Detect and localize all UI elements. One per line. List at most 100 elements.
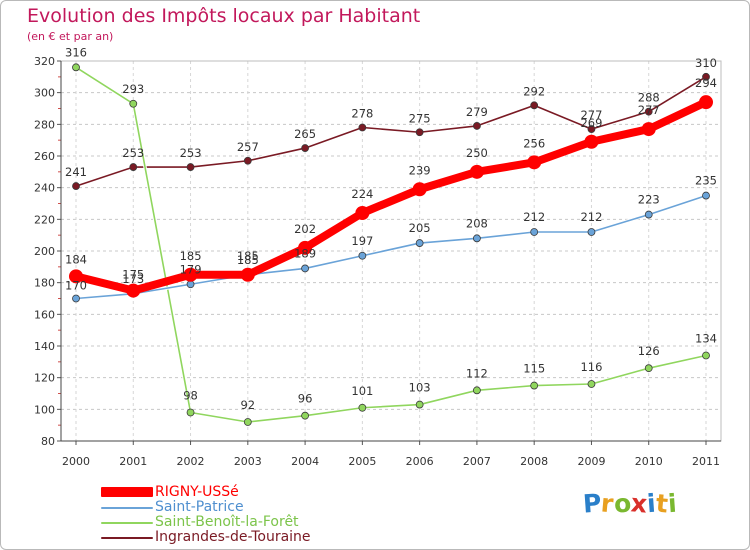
data-label: 202 bbox=[294, 222, 316, 236]
data-point bbox=[644, 364, 653, 373]
logo-letter: i bbox=[666, 488, 678, 519]
data-point bbox=[358, 403, 367, 412]
x-tick-label: 2011 bbox=[692, 455, 720, 468]
data-label: 288 bbox=[638, 91, 660, 105]
data-point bbox=[301, 264, 309, 273]
data-point bbox=[473, 122, 481, 130]
data-label: 275 bbox=[409, 111, 431, 125]
data-label: 185 bbox=[237, 249, 259, 263]
y-tick-label: 220 bbox=[34, 213, 55, 226]
chart-title: Evolution des Impôts locaux par Habitant bbox=[27, 5, 421, 27]
data-label: 224 bbox=[351, 187, 373, 201]
x-tick-label: 2009 bbox=[577, 455, 605, 468]
y-tick-label: 180 bbox=[34, 277, 55, 290]
data-point bbox=[530, 381, 539, 390]
data-label: 269 bbox=[580, 116, 602, 130]
chart-subtitle: (en € et par an) bbox=[27, 30, 114, 43]
data-label: 197 bbox=[351, 234, 373, 248]
data-label: 293 bbox=[122, 82, 144, 96]
data-label: 235 bbox=[695, 174, 717, 188]
legend-item-rigny-usse: RIGNY-USSé bbox=[101, 484, 401, 501]
data-label: 253 bbox=[180, 146, 202, 160]
data-label: 170 bbox=[65, 279, 87, 293]
data-label: 277 bbox=[580, 108, 602, 122]
data-point bbox=[243, 418, 252, 426]
legend-swatch bbox=[101, 507, 153, 509]
data-label: 185 bbox=[180, 249, 202, 263]
data-label: 175 bbox=[122, 268, 144, 282]
data-point bbox=[415, 400, 424, 409]
data-label: 101 bbox=[351, 384, 373, 398]
data-point bbox=[699, 95, 713, 110]
y-tick-label: 240 bbox=[34, 182, 55, 195]
data-point bbox=[587, 228, 596, 236]
data-label: 96 bbox=[298, 392, 313, 406]
x-tick-label: 2005 bbox=[348, 455, 376, 468]
series-rigny-usse bbox=[69, 95, 713, 298]
series-line bbox=[75, 76, 707, 187]
x-tick-label: 2010 bbox=[635, 455, 663, 468]
data-label: 184 bbox=[65, 252, 87, 266]
series-line bbox=[75, 194, 707, 300]
data-label: 173 bbox=[122, 272, 144, 286]
x-tick-label: 2003 bbox=[234, 455, 262, 468]
y-tick-label: 140 bbox=[34, 340, 55, 353]
x-tick-label: 2000 bbox=[62, 455, 90, 468]
data-point bbox=[72, 63, 80, 72]
data-label: 265 bbox=[294, 127, 316, 141]
data-label: 241 bbox=[65, 165, 87, 179]
data-label: 98 bbox=[183, 389, 198, 403]
data-point bbox=[186, 280, 195, 289]
data-label: 126 bbox=[638, 344, 660, 358]
data-point bbox=[702, 72, 710, 81]
series-ingrandes-de-touraine bbox=[72, 72, 710, 190]
data-point bbox=[72, 294, 80, 303]
data-point bbox=[473, 234, 481, 243]
data-label: 316 bbox=[65, 45, 87, 59]
data-label: 115 bbox=[523, 362, 545, 376]
data-point bbox=[301, 144, 309, 152]
y-tick-label: 260 bbox=[34, 150, 55, 163]
data-label: 205 bbox=[409, 221, 431, 235]
data-label: 103 bbox=[409, 381, 431, 395]
data-label: 189 bbox=[294, 246, 316, 260]
data-point bbox=[72, 182, 80, 190]
data-label: 278 bbox=[351, 107, 373, 121]
data-point bbox=[129, 163, 138, 171]
data-label: 310 bbox=[695, 56, 717, 70]
data-label: 294 bbox=[695, 76, 717, 90]
data-label: 250 bbox=[466, 146, 488, 160]
x-tick-label: 2007 bbox=[463, 455, 491, 468]
data-label: 112 bbox=[466, 366, 488, 380]
data-label: 212 bbox=[580, 210, 602, 224]
data-label: 134 bbox=[695, 332, 717, 346]
data-point bbox=[126, 283, 141, 298]
data-point bbox=[530, 101, 539, 110]
data-point bbox=[644, 107, 653, 116]
y-tick-label: 320 bbox=[34, 55, 55, 68]
legend-swatch bbox=[101, 487, 153, 497]
legend-item-ingrandes-de-touraine: Ingrandes-de-Touraine bbox=[101, 529, 401, 546]
series-saint-patrice bbox=[72, 191, 710, 303]
data-point bbox=[412, 182, 427, 197]
x-tick-label: 2004 bbox=[291, 455, 319, 468]
data-point bbox=[129, 99, 138, 108]
y-tick-label: 120 bbox=[34, 372, 55, 385]
legend-swatch bbox=[101, 522, 153, 524]
x-tick-label: 2001 bbox=[119, 455, 147, 468]
legend-item-saint-patrice: Saint-Patrice bbox=[101, 499, 401, 516]
data-point bbox=[298, 240, 313, 255]
legend-label: Saint-Patrice bbox=[155, 499, 244, 515]
series-line-halo bbox=[75, 75, 707, 188]
data-label: 253 bbox=[122, 146, 144, 160]
data-point bbox=[702, 351, 710, 360]
data-label: 279 bbox=[466, 105, 488, 119]
x-tick-label: 2006 bbox=[406, 455, 434, 468]
grid bbox=[60, 60, 722, 442]
data-point bbox=[243, 156, 252, 165]
x-tick-label: 2002 bbox=[177, 455, 205, 468]
data-label: 92 bbox=[240, 398, 255, 412]
data-label: 185 bbox=[237, 253, 259, 267]
